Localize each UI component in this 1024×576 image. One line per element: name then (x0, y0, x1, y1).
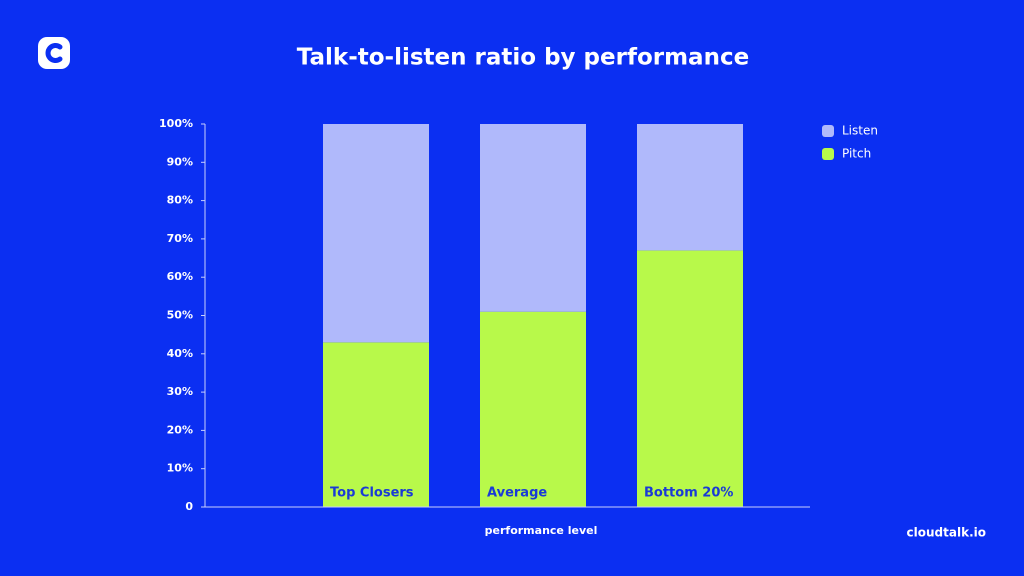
y-tick-label: 30% (167, 385, 193, 398)
legend-swatch (822, 148, 834, 160)
y-tick-label: 90% (167, 155, 193, 168)
category-label: Bottom 20% (644, 486, 733, 501)
y-tick-label: 80% (167, 194, 193, 207)
y-tick-label: 40% (167, 347, 193, 360)
y-tick-label: 60% (167, 270, 193, 283)
bar-segment (480, 311, 586, 507)
bar-segment (480, 124, 586, 312)
category-label: Average (487, 486, 547, 501)
legend-swatch (822, 125, 834, 137)
y-tick-label: 50% (167, 309, 193, 322)
chart-title: Talk-to-listen ratio by performance (297, 45, 749, 71)
bar-segment (637, 250, 743, 507)
bar-segment (323, 124, 429, 343)
category-label: Top Closers (330, 486, 414, 501)
bar-segment (323, 342, 429, 507)
y-tick-label: 0 (185, 500, 193, 513)
y-tick-label: 70% (167, 232, 193, 245)
legend-label: Listen (842, 124, 878, 138)
y-tick-label: 20% (167, 423, 193, 436)
y-tick-label: 100% (159, 117, 193, 130)
x-axis-label: performance level (485, 524, 598, 537)
brand-label: cloudtalk.io (907, 526, 986, 540)
y-tick-label: 10% (167, 462, 193, 475)
bar-segment (637, 124, 743, 251)
legend-label: Pitch (842, 147, 871, 161)
logo-icon (38, 37, 70, 69)
